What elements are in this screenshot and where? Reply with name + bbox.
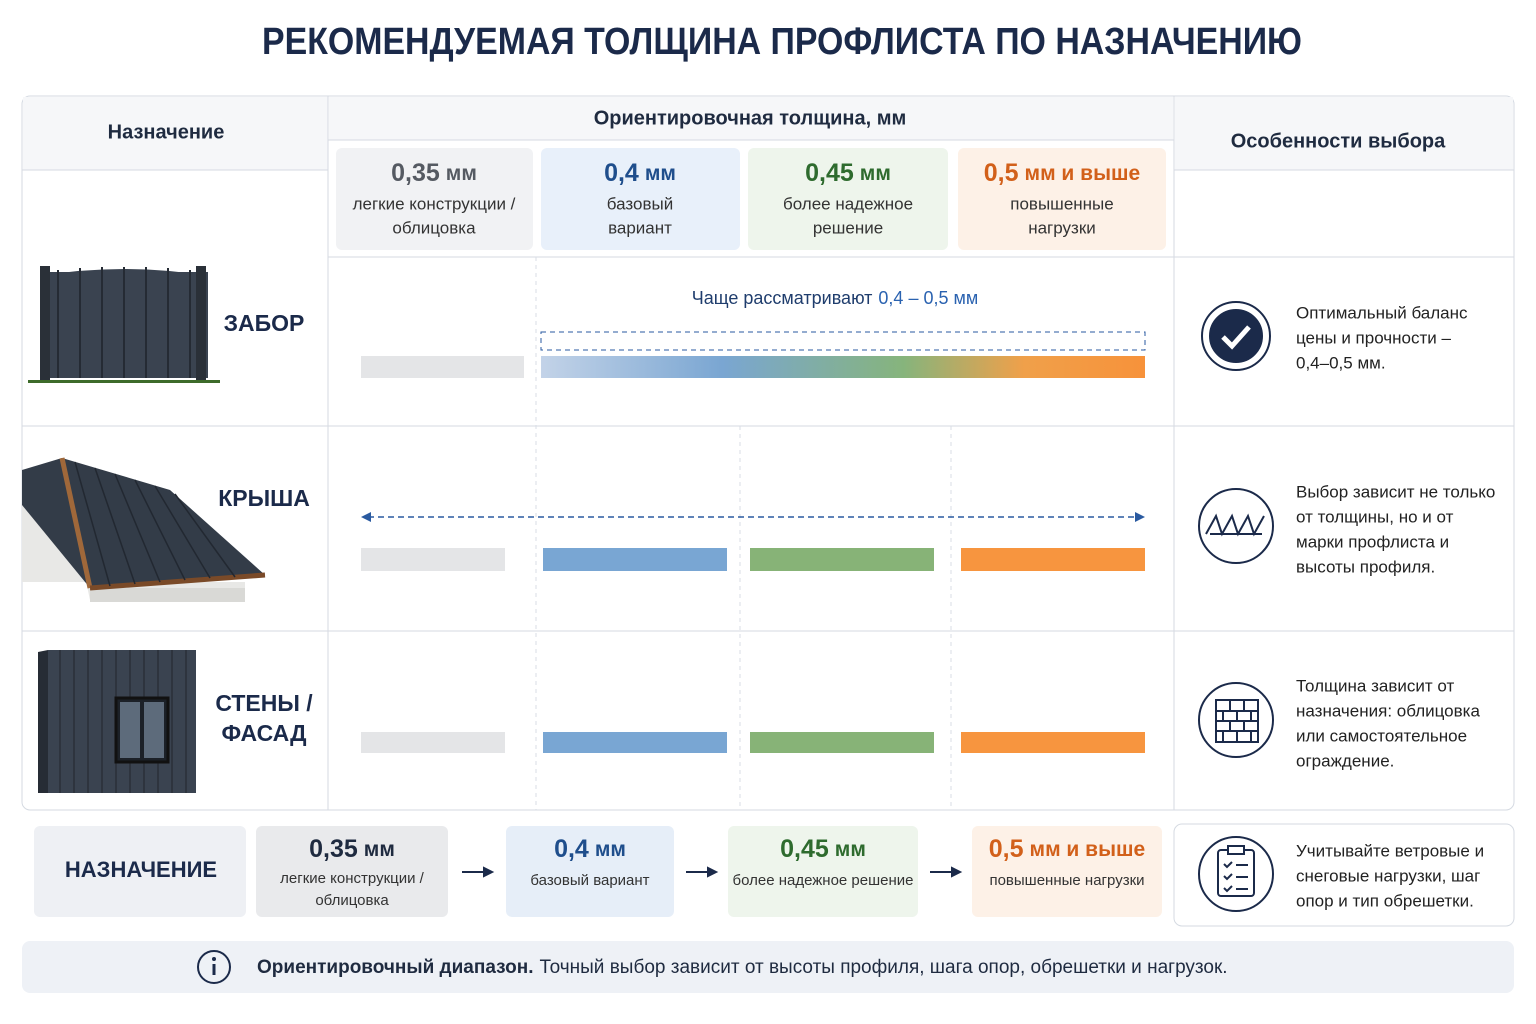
row-feature: цены и прочности – — [1296, 328, 1451, 347]
column-value: 0,5 мм и выше — [984, 159, 1140, 187]
row-note: Чаще рассматривают 0,4 – 0,5 мм — [692, 288, 978, 308]
row-name: СТЕНЫ / — [215, 690, 313, 716]
row-name: ЗАБОР — [224, 310, 305, 336]
row-feature: Оптимальный баланс — [1296, 303, 1468, 322]
column-desc: базовый — [607, 194, 673, 213]
footer-text-main: Ориентировочный диапазон. — [257, 957, 533, 978]
legend-desc: более надежное решение — [733, 872, 914, 889]
column-value: 0,35 мм — [391, 159, 477, 187]
footer-text-sub: Точный выбор зависит от высоты профиля, … — [539, 957, 1227, 978]
column-value: 0,4 мм — [604, 159, 676, 187]
legend-value: 0,4 мм — [554, 835, 626, 863]
column-value-main: 0,35 — [391, 159, 440, 187]
column-value-main: 0,4 — [604, 159, 639, 187]
column-value-sub: мм — [645, 162, 676, 185]
roof-image — [22, 457, 266, 602]
row-feature: назначения: облицовка — [1296, 701, 1480, 720]
title: РЕКОМЕНДУЕМАЯ ТОЛЩИНА ПРОФЛИСТА ПО НАЗНА… — [262, 21, 1302, 63]
column-desc: вариант — [608, 218, 672, 237]
column-value-sub: мм — [446, 162, 477, 185]
wall-image — [38, 650, 196, 793]
header-purpose: Назначение — [108, 121, 225, 143]
column-desc: нагрузки — [1028, 218, 1096, 237]
column-value-sub: мм и выше — [1025, 162, 1141, 185]
bars — [361, 331, 1146, 753]
thickness-cards — [336, 148, 1166, 250]
legend-tip: Учитывайте ветровые и — [1296, 841, 1484, 860]
legend-value: 0,45 мм — [780, 835, 866, 863]
row-name: ФАСАД — [222, 720, 307, 746]
column-value: 0,45 мм — [805, 159, 891, 187]
row-note-sub: 0,4 – 0,5 мм — [878, 288, 978, 308]
column-value-main: 0,5 — [984, 159, 1019, 187]
row-name: КРЫША — [218, 485, 310, 511]
column-value-sub: мм — [860, 162, 891, 185]
row-feature: от толщины, но и от — [1296, 507, 1454, 526]
legend-desc: повышенные нагрузки — [989, 872, 1144, 889]
legend-value-main: 0,45 — [780, 835, 829, 863]
footer-text: Ориентировочный диапазон. Точный выбор за… — [257, 957, 1228, 978]
row-feature: или самостоятельное — [1296, 726, 1467, 745]
column-desc: облицовка — [392, 218, 476, 237]
column-desc: решение — [813, 218, 883, 237]
row-feature: высоты профиля. — [1296, 557, 1435, 576]
legend-value-main: 0,35 — [309, 835, 358, 863]
legend-tip: опор и тип обрешетки. — [1296, 891, 1474, 910]
legend-value-sub: мм — [364, 838, 395, 861]
row-feature: марки профлиста и — [1296, 532, 1449, 551]
texts: Назначение Ориентировочная толщина, мм Осо… — [65, 107, 1495, 978]
legend-value-sub: мм и выше — [1030, 838, 1146, 861]
legend-value: 0,5 мм и выше — [989, 835, 1145, 863]
header-features: Особенности выбора — [1231, 130, 1446, 152]
row-feature: ограждение. — [1296, 751, 1394, 770]
fence-image — [28, 266, 220, 383]
legend-label: НАЗНАЧЕНИЕ — [65, 857, 217, 882]
row-feature: 0,4–0,5 мм. — [1296, 353, 1386, 372]
table-frame — [21, 95, 1515, 811]
legend-desc: облицовка — [315, 892, 389, 909]
legend-value-sub: мм — [595, 838, 626, 861]
row-feature: Толщина зависит от — [1296, 676, 1454, 695]
column-desc: повышенные — [1010, 194, 1113, 213]
legend-value: 0,35 мм — [309, 835, 395, 863]
header-thickness: Ориентировочная толщина, мм — [594, 107, 907, 129]
legend-desc: легкие конструкции / — [280, 870, 424, 887]
legend-value-main: 0,5 — [989, 835, 1024, 863]
column-desc: более надежное — [783, 194, 913, 213]
legend-desc: базовый вариант — [530, 872, 649, 889]
column-desc: легкие конструкции / — [353, 194, 516, 213]
legend-tip: снеговые нагрузки, шаг — [1296, 866, 1480, 885]
feature-icons — [1198, 301, 1274, 758]
legend-value-sub: мм — [835, 838, 866, 861]
row-note-main: Чаще рассматривают — [692, 288, 873, 308]
legend-value-main: 0,4 — [554, 835, 589, 863]
column-value-main: 0,45 — [805, 159, 854, 187]
legend-boxes — [34, 823, 1515, 927]
footer-band — [22, 941, 1514, 993]
row-feature: Выбор зависит не только — [1296, 482, 1495, 501]
